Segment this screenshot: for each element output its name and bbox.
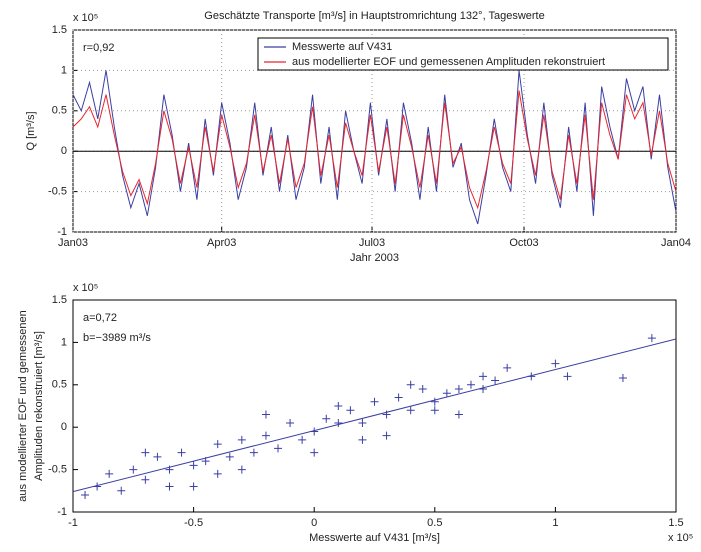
point	[406, 380, 415, 389]
y-axis-label: aus modellierter EOF und gemessenen	[17, 310, 29, 501]
point	[105, 469, 114, 478]
y-tick-label: -0.5	[48, 464, 67, 476]
point	[358, 418, 367, 427]
point	[430, 397, 439, 406]
y-tick-label: 0.5	[52, 105, 67, 117]
x-tick-label: 1.5	[668, 517, 683, 529]
point	[177, 448, 186, 457]
x-axis-label: Jahr 2003	[350, 252, 399, 264]
x-tick-label: Apr03	[207, 237, 236, 249]
legend-label: aus modellierter EOF und gemessenen Ampl…	[292, 56, 605, 68]
y-tick-label: 1.5	[52, 24, 67, 36]
chart-title: Geschätzte Transporte [m³/s] in Hauptstr…	[204, 10, 544, 22]
point	[563, 372, 572, 381]
point	[334, 402, 343, 410]
point	[406, 406, 415, 415]
point	[491, 376, 500, 385]
point	[225, 452, 234, 461]
point	[237, 465, 246, 474]
point	[261, 431, 270, 440]
x-multiplier: x 10⁵	[668, 532, 693, 544]
x-tick-label: -0.5	[184, 517, 203, 529]
x-tick-label: 1	[552, 517, 558, 529]
x-tick-label: Jan04	[661, 237, 691, 249]
point	[503, 363, 512, 372]
point	[274, 444, 283, 453]
point	[81, 491, 90, 500]
point	[286, 418, 295, 427]
point	[165, 482, 174, 491]
multiplier: x 10⁵	[73, 12, 98, 24]
point	[647, 334, 656, 343]
point	[237, 435, 246, 444]
multiplier: x 10⁵	[73, 282, 98, 294]
point	[418, 385, 427, 394]
y-tick-label: 0	[61, 145, 67, 157]
point	[358, 435, 367, 444]
y-tick-label: 0.5	[52, 379, 67, 391]
point	[346, 406, 355, 415]
x-tick-label: 0	[311, 517, 317, 529]
point	[141, 475, 150, 484]
annotation: a=0,72	[83, 312, 117, 324]
point	[442, 389, 451, 398]
point	[466, 380, 475, 389]
point	[261, 410, 270, 419]
point	[213, 469, 222, 478]
point	[249, 448, 258, 457]
x-tick-label: Jan03	[58, 237, 88, 249]
legend	[257, 37, 669, 71]
y-tick-label: -1	[57, 226, 67, 238]
y-tick-label: 1.5	[52, 294, 67, 306]
plot-area	[72, 299, 677, 513]
point	[618, 374, 627, 383]
y-tick-label: -1	[57, 506, 67, 518]
point	[189, 461, 198, 470]
x-tick-label: -1	[68, 517, 78, 529]
y-tick-label: 1	[61, 64, 67, 76]
annotation: r=0,92	[83, 42, 115, 54]
legend-label: Messwerte auf V431	[292, 41, 392, 53]
point	[382, 431, 391, 440]
point	[117, 486, 126, 495]
point	[454, 385, 463, 394]
y-tick-label: 0	[61, 421, 67, 433]
point	[129, 465, 138, 474]
annotation: b=−3989 m³/s	[83, 332, 151, 344]
x-tick-label: Jul03	[359, 237, 385, 249]
point	[141, 448, 150, 457]
x-tick-label: Oct03	[509, 237, 538, 249]
x-axis-label: Messwerte auf V431 [m³/s]	[309, 532, 440, 544]
point	[213, 440, 222, 449]
y-tick-label: 1	[61, 336, 67, 348]
y-tick-label: -0.5	[48, 186, 67, 198]
point	[310, 448, 319, 457]
point	[322, 414, 331, 423]
point	[189, 482, 198, 491]
point	[370, 397, 379, 406]
point	[394, 393, 403, 402]
point	[298, 435, 307, 444]
y-axis-label: Amplituden rekonstruiert [m³/s]	[33, 331, 45, 481]
series-line	[72, 90, 677, 210]
point	[430, 406, 439, 415]
fit-line	[72, 338, 677, 493]
point	[334, 418, 343, 427]
point	[479, 372, 488, 381]
point	[153, 452, 162, 461]
point	[454, 410, 463, 419]
y-axis-label: Q [m³/s]	[25, 111, 37, 150]
x-tick-label: 0.5	[427, 517, 442, 529]
point	[551, 359, 560, 368]
